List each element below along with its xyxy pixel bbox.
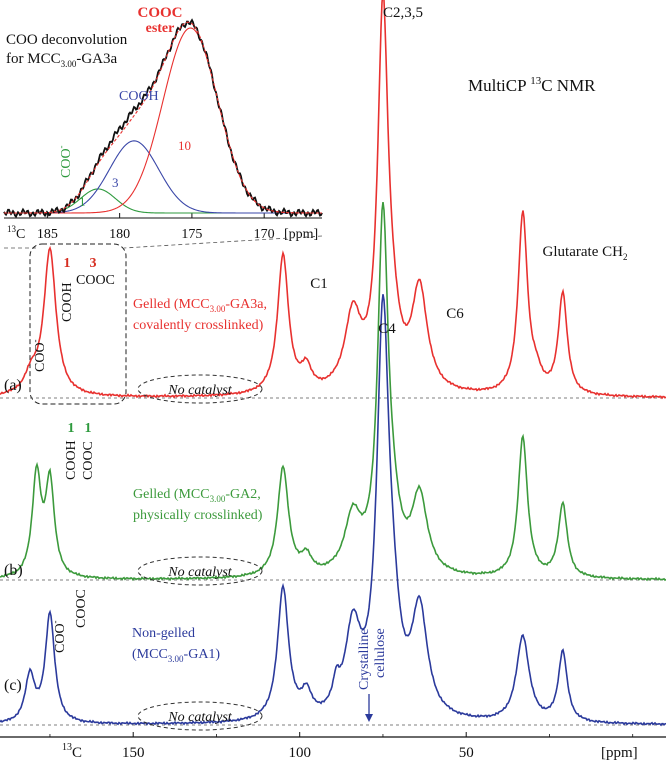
c-label-cooc: COOC: [74, 589, 89, 628]
inset-coo-minus-label: COO-: [56, 145, 74, 178]
crystalline-arrowhead: [365, 714, 373, 722]
peak-label-c6: C6: [446, 306, 464, 322]
spectrum-a: [0, 0, 666, 400]
inset-tick-label-175: 175: [181, 227, 202, 242]
panel-label-b: (b): [4, 562, 23, 579]
c-label-coo-minus: COO-: [50, 620, 68, 653]
legend-a-line1: Gelled (MCC3.00-GA3a,: [133, 297, 267, 314]
main-tick-label-50: 50: [459, 745, 474, 761]
no-catalyst-ellipse-c: [137, 701, 263, 731]
main-nucleus-label: 13C: [62, 742, 82, 761]
inset-cooh-label: COOH: [119, 89, 159, 104]
inset-nucleus-label: 13C: [7, 224, 25, 242]
a-label-cooh: COOH: [60, 282, 75, 322]
legend-b-line1: Gelled (MCC3.00-GA2,: [133, 487, 261, 504]
inset-num-cooc: 10: [178, 138, 191, 153]
a-num-cooh: 1: [64, 256, 71, 271]
main-title: MultiCP 13C NMR: [468, 75, 596, 95]
no-catalyst-ellipse-b: [137, 556, 263, 586]
peak-label-glutarate: Glutarate CH2: [543, 244, 628, 262]
inset-cooc-label: COOC: [138, 5, 183, 21]
no-catalyst-label-c: No catalyst: [167, 710, 232, 725]
deconvolution-inset: COO deconvolution for MCC3.00-GA3a 185 18…: [3, 5, 323, 242]
a-label-coo-minus: COO-: [30, 339, 48, 372]
peak-label-c235: C2,3,5: [383, 5, 423, 21]
peak-label-c1: C1: [310, 276, 328, 292]
legend-c-line1: Non-gelled: [132, 626, 195, 641]
zoom-line-right: [123, 235, 323, 249]
a-num-cooc: 3: [90, 256, 97, 271]
legend-b-line2: physically crosslinked): [133, 508, 263, 523]
legend-a-line2: covalently crosslinked): [133, 318, 264, 333]
main-x-axis-label: [ppm]: [601, 745, 638, 761]
crystalline-label-2: cellulose: [373, 628, 388, 678]
zoom-box: [29, 243, 127, 405]
inset-component-1: [4, 140, 322, 214]
b-label-cooc: COOC: [81, 441, 96, 480]
crystalline-label-1: Crystalline: [357, 629, 372, 690]
b-label-cooh: COOH: [64, 440, 79, 480]
spectrum-c: [0, 294, 666, 727]
inset-num-cooh: 3: [112, 175, 119, 190]
inset-sum-fit: [4, 21, 322, 214]
inset-experimental-curve: [3, 18, 323, 219]
inset-ester-label: ester: [146, 21, 175, 36]
panel-label-c: (c): [4, 677, 22, 694]
inset-tick-label-185: 185: [37, 227, 58, 242]
main-tick-label-100: 100: [288, 745, 311, 761]
peak-label-c4: C4: [378, 321, 396, 337]
inset-num-coo: 1: [79, 194, 86, 209]
spectrum-b: [0, 201, 666, 582]
no-catalyst-ellipse-a: [137, 374, 263, 404]
a-label-cooc: COOC: [76, 273, 115, 288]
no-catalyst-label-b: No catalyst: [167, 565, 232, 580]
b-num-cooh: 1: [68, 421, 75, 436]
inset-title-line1: COO deconvolution: [6, 32, 128, 48]
inset-tick-label-180: 180: [109, 227, 130, 242]
panel-label-a: (a): [4, 377, 22, 394]
b-num-cooc: 1: [85, 421, 92, 436]
no-catalyst-label-a: No catalyst: [167, 383, 232, 398]
inset-tick-label-170: 170: [254, 227, 275, 242]
legend-c-line2: (MCC3.00-GA1): [132, 647, 220, 664]
main-tick-label-150: 150: [122, 745, 145, 761]
inset-x-axis-label: [ppm]: [284, 227, 318, 242]
inset-title-line2: for MCC3.00-GA3a: [6, 51, 118, 69]
